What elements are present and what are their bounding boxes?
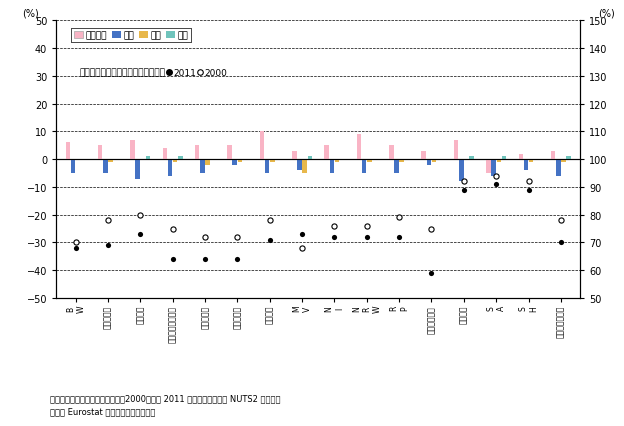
Point [103,242,113,249]
Text: 備考：業種別数値は雇用伸び率（2000年から 2011 年）。地域区分は NUTS2 レベル。: 備考：業種別数値は雇用伸び率（2000年から 2011 年）。地域区分は NUT… [50,394,280,403]
Point [232,256,242,263]
Bar [168,160,172,176]
Bar [389,146,394,160]
Bar [173,160,177,162]
Bar [367,160,372,162]
Bar [195,146,200,160]
Point [232,234,242,241]
Legend: サービス, 製造, 建設, 農業: サービス, 製造, 建設, 農業 [71,29,191,43]
Bar [98,146,102,160]
Point [103,217,113,224]
Point [394,214,404,221]
Point [200,234,210,241]
Bar [205,160,210,165]
Bar [394,160,399,173]
Bar [432,160,436,162]
Point [135,212,145,219]
Point [265,236,275,243]
Bar [200,160,205,173]
Point [556,217,566,224]
Point [362,234,372,241]
Bar [567,157,571,160]
Point [426,225,436,232]
Bar [108,160,113,162]
Point [265,217,275,224]
Point [297,245,307,252]
Bar [163,149,167,160]
Point [491,173,501,180]
Bar [297,160,302,171]
Bar [233,160,237,165]
Bar [561,160,566,162]
Bar [551,151,555,160]
Bar [334,160,339,162]
Point [329,223,339,230]
Point [71,245,80,252]
Point [362,223,372,230]
Bar [146,157,150,160]
Bar [130,140,135,160]
Text: (%): (%) [22,9,39,18]
Point [524,187,534,193]
Point [556,239,566,246]
Bar [308,157,312,160]
Point [426,270,436,277]
Bar [454,140,459,160]
Bar [357,135,361,160]
Bar [529,160,534,162]
Bar [427,160,431,165]
Bar [71,160,76,173]
Point [329,234,339,241]
Point [394,234,404,241]
Bar [265,160,270,173]
Bar [491,160,496,176]
Bar [524,160,529,171]
Bar [260,132,264,160]
Bar [486,160,490,173]
Bar [362,160,366,173]
Bar [324,146,329,160]
Text: (%): (%) [598,9,615,18]
Point [168,225,178,232]
Bar [178,157,183,160]
Point [135,231,145,238]
Point [491,181,501,188]
Bar [103,160,107,173]
Bar [270,160,275,162]
Bar [399,160,404,162]
Point [168,256,178,263]
Bar [303,160,307,173]
Bar [238,160,242,162]
Bar [556,160,560,176]
Bar [459,160,464,182]
Bar [502,157,506,160]
Point [459,187,469,193]
Text: 資料： Eurostat から経済産業省作成。: 資料： Eurostat から経済産業省作成。 [50,406,155,415]
Point [459,178,469,185]
Point [200,256,210,263]
Point [71,239,80,246]
Bar [66,143,70,160]
Bar [519,154,523,160]
Bar [227,146,232,160]
Bar [329,160,334,173]
Point [524,178,534,185]
Bar [421,151,426,160]
Bar [135,160,140,179]
Bar [292,151,296,160]
Bar [497,160,501,162]
Point [297,231,307,238]
Bar [469,157,474,160]
